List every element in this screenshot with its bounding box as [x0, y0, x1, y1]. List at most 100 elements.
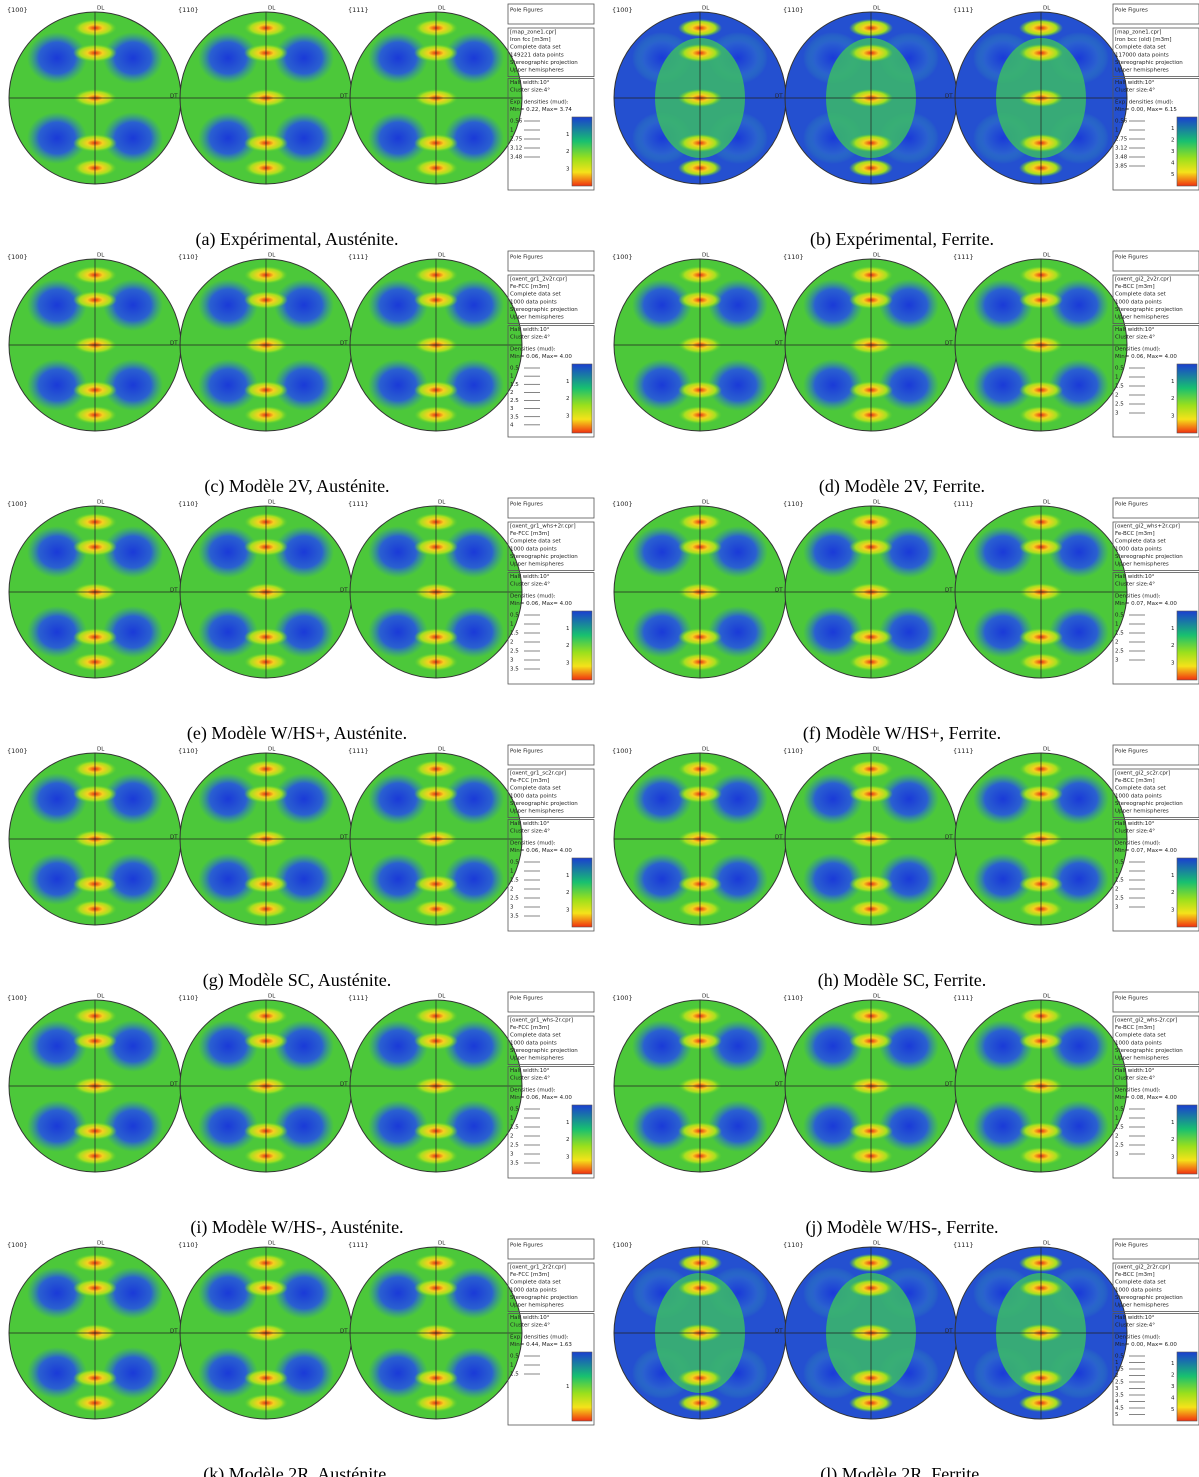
axis-label: DT [945, 1082, 953, 1088]
low-density [103, 853, 163, 905]
level-label: 3.5 [1115, 1393, 1124, 1399]
low-density [879, 773, 939, 825]
level-label: 3 [510, 406, 514, 412]
color-bar-tick: 2 [566, 890, 570, 896]
info-line: [oxent_gr1_2v2r.cpr] [510, 277, 567, 283]
params-box [1112, 572, 1199, 685]
color-bar [571, 857, 593, 928]
info-line: Fe-BCC [m3m] [1115, 531, 1155, 537]
axis-label: DT [340, 341, 348, 347]
info-line: Complete data set [1115, 786, 1167, 792]
pole-label: {111} [348, 6, 369, 14]
color-bar-tick: 1 [1171, 1361, 1175, 1367]
low-density [103, 279, 163, 331]
level-label: 0.5 [510, 860, 519, 866]
low-density [103, 359, 163, 411]
low-density [368, 1267, 428, 1319]
low-density [198, 1347, 258, 1399]
level-label: 0.5 [1115, 1107, 1124, 1113]
pole-label: {100} [7, 747, 28, 755]
caption: (i) Modèle W/HS-, Austénite. [190, 1217, 403, 1238]
color-bar [571, 610, 593, 681]
pole-label: {110} [178, 6, 199, 14]
caption: (d) Modèle 2V, Ferrite. [819, 476, 985, 497]
pole-label: {110} [178, 500, 199, 508]
density-line: Min= 0.08, Max= 4.00 [1115, 1095, 1177, 1101]
param-line: Cluster size:4° [1115, 582, 1155, 588]
low-density [1049, 279, 1109, 331]
low-density [708, 853, 768, 905]
legend-title: Pole Figures [1115, 502, 1148, 508]
legend-title-box [1112, 991, 1199, 1013]
axis-label: DL [97, 500, 105, 506]
axis-label: DT [945, 835, 953, 841]
color-bar-tick: 4 [1171, 1396, 1175, 1402]
color-bar [571, 116, 593, 187]
low-density [1049, 1100, 1109, 1152]
pole-label: {110} [178, 1241, 199, 1249]
low-density [973, 359, 1033, 411]
color-bar-tick: 5 [1171, 1407, 1175, 1413]
low-density [103, 526, 163, 578]
density-line: Min= 0.07, Max= 4.00 [1115, 601, 1177, 607]
axis-label: DL [702, 1241, 710, 1247]
low-density [444, 1347, 504, 1399]
pole-label: {100} [612, 994, 633, 1002]
level-label: 1.5 [510, 878, 519, 884]
info-line: Complete data set [510, 45, 562, 51]
density-line: Min= 0.06, Max= 4.00 [510, 848, 572, 854]
low-density [198, 526, 258, 578]
level-label: 3.48 [510, 155, 523, 161]
axis-label: DT [775, 1329, 783, 1335]
info-line: Fe-FCC [m3m] [510, 284, 549, 290]
param-line: Half width:10° [1115, 80, 1155, 86]
info-line: Stereographic projection [1115, 801, 1183, 807]
param-line: Cluster size:4° [510, 829, 550, 835]
color-bar-tick: 2 [1171, 1373, 1175, 1379]
low-density [803, 606, 863, 658]
legend-title-box [507, 744, 595, 766]
axis-label: DL [268, 1241, 276, 1247]
panel: {100} DL {110} DL DT {111} DL DT Pole Figures [ox… [612, 250, 1199, 497]
info-line: Stereographic projection [510, 1295, 578, 1301]
level-label: 3 [1115, 905, 1119, 911]
low-density [803, 279, 863, 331]
info-line: Fe-BCC [m3m] [1115, 778, 1155, 784]
low-density [368, 112, 428, 164]
low-density [973, 773, 1033, 825]
level-label: 1.5 [1115, 1125, 1124, 1131]
info-line: [oxent_gr1_whs-2r.cpr] [510, 1018, 573, 1024]
color-bar [1176, 1351, 1198, 1422]
low-density [368, 32, 428, 84]
level-label: 1.5 [1115, 384, 1124, 390]
axis-label: DL [268, 253, 276, 259]
params-box [507, 819, 595, 932]
color-bar-tick: 1 [1171, 626, 1175, 632]
level-label: 2.5 [1115, 1380, 1124, 1386]
color-bar-tick: 4 [1171, 161, 1175, 167]
info-line: Upper hemispheres [1115, 68, 1169, 74]
low-density [444, 526, 504, 578]
params-box [507, 1066, 595, 1179]
low-density [274, 853, 334, 905]
color-bar-tick: 3 [566, 907, 570, 913]
params-box [1112, 78, 1199, 191]
color-bar-tick: 1 [566, 873, 570, 879]
low-density [444, 359, 504, 411]
param-line: Half width:10° [510, 1315, 550, 1321]
level-label: 3.5 [510, 914, 519, 920]
low-density [879, 853, 939, 905]
low-density [973, 279, 1033, 331]
pole-label: {110} [178, 747, 199, 755]
level-label: 1.5 [1115, 1367, 1124, 1373]
axis-label: DT [945, 1329, 953, 1335]
low-density [198, 112, 258, 164]
level-label: 3 [1115, 411, 1119, 417]
color-bar [571, 1104, 593, 1175]
color-bar [1176, 363, 1198, 434]
legend-title-box [1112, 3, 1199, 25]
legend-title-box [1112, 250, 1199, 272]
info-line: Stereographic projection [510, 307, 578, 313]
info-line: Upper hemispheres [510, 562, 564, 568]
low-density [708, 773, 768, 825]
